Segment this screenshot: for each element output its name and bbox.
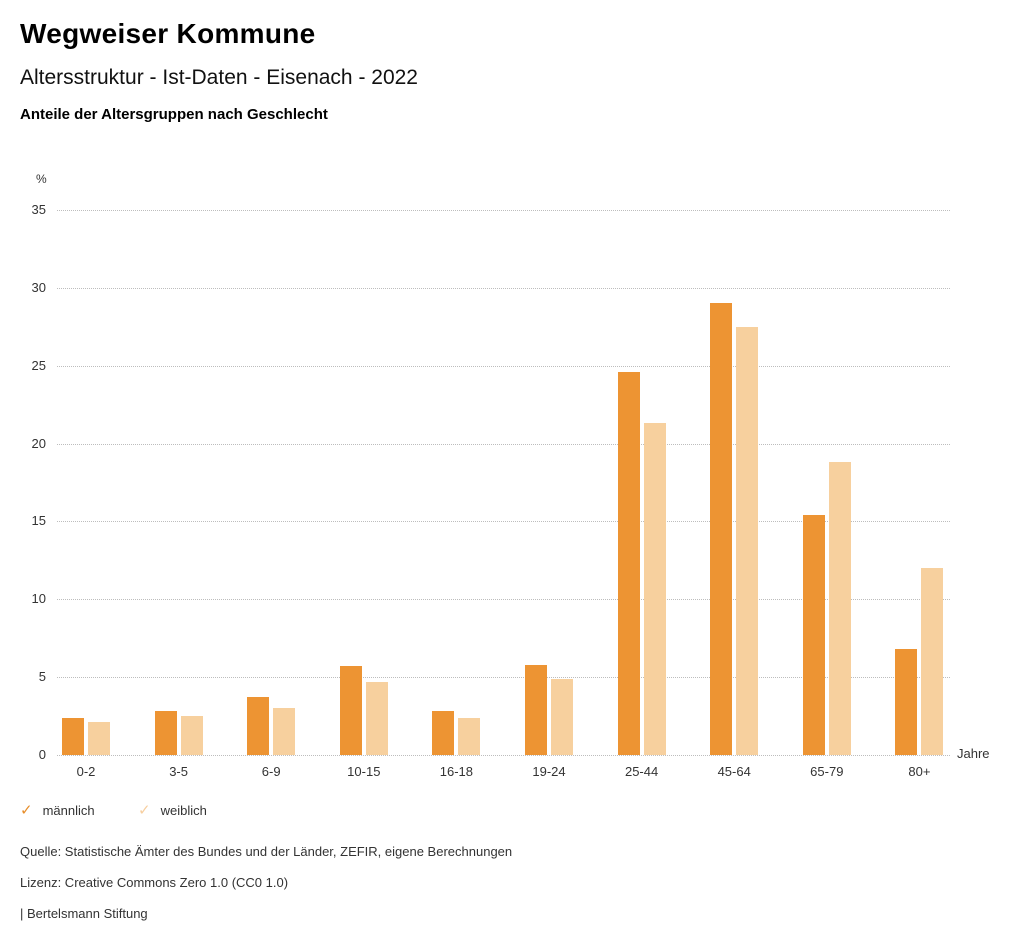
y-tick-label-10: 10 <box>31 591 46 607</box>
bar-maennlich-6-9[interactable] <box>247 697 270 755</box>
gridline-25 <box>57 365 950 367</box>
bar-maennlich-80-[interactable] <box>895 649 918 755</box>
bar-weiblich-6-9[interactable] <box>273 708 296 755</box>
gridline-5 <box>57 677 950 679</box>
bar-maennlich-45-64[interactable] <box>710 303 733 755</box>
y-tick-label-5: 5 <box>38 669 46 685</box>
x-tick-label-3-5: 3-5 <box>169 764 188 779</box>
legend-label-weiblich: weiblich <box>160 803 207 818</box>
y-tick-label-25: 25 <box>31 357 46 373</box>
y-tick-label-15: 15 <box>31 513 46 529</box>
app-title: Wegweiser Kommune <box>20 18 316 49</box>
footer-license: Lizenz: Creative Commons Zero 1.0 (CC0 1… <box>20 875 289 890</box>
bar-chart: % Jahre 0 5 10 15 20 25 30 35 0-2 3-5 6-9 10-15 16-1… <box>31 172 990 779</box>
bar-weiblich-16-18[interactable] <box>458 718 481 755</box>
legend-item-weiblich[interactable]: ✓ weiblich <box>138 803 207 818</box>
bar-maennlich-25-44[interactable] <box>617 372 640 755</box>
bar-weiblich-3-5[interactable] <box>180 716 203 755</box>
chart-title: Altersstruktur - Ist-Daten - Eisenach - … <box>20 66 418 89</box>
x-tick-label-25-44: 25-44 <box>624 764 659 779</box>
y-axis-unit-label: % <box>36 172 47 186</box>
bar-maennlich-3-5[interactable] <box>154 711 177 755</box>
check-icon: ✓ <box>138 802 151 819</box>
gridline-15 <box>57 521 950 523</box>
x-tick-label-19-24: 19-24 <box>532 764 566 779</box>
y-tick-label-30: 30 <box>31 279 46 295</box>
bar-weiblich-80-[interactable] <box>921 568 944 755</box>
y-tick-label-0: 0 <box>38 747 46 762</box>
bar-weiblich-65-79[interactable] <box>828 462 851 755</box>
bar-weiblich-45-64[interactable] <box>736 327 759 755</box>
x-tick-label-10-15: 10-15 <box>347 764 381 779</box>
gridline-10 <box>57 599 950 601</box>
x-tick-label-45-64: 45-64 <box>717 764 751 779</box>
footer-brand: | Bertelsmann Stiftung <box>20 906 148 921</box>
x-axis-unit-label: Jahre <box>957 746 990 761</box>
legend-item-maennlich[interactable]: ✓ männlich <box>20 803 95 818</box>
bar-maennlich-16-18[interactable] <box>432 711 455 755</box>
gridline-35 <box>57 210 950 211</box>
y-tick-label-20: 20 <box>31 435 46 451</box>
bar-maennlich-19-24[interactable] <box>525 665 547 755</box>
bar-weiblich-10-15[interactable] <box>365 682 388 755</box>
gridline-30 <box>57 287 950 289</box>
gridline-20 <box>57 443 950 445</box>
x-tick-label-6-9: 6-9 <box>261 764 281 779</box>
footer-source: Quelle: Statistische Ämter des Bundes un… <box>20 844 513 859</box>
bar-weiblich-0-2[interactable] <box>88 722 110 755</box>
bar-maennlich-10-15[interactable] <box>339 666 362 755</box>
x-tick-label-16-18: 16-18 <box>439 764 474 779</box>
bar-weiblich-19-24[interactable] <box>551 679 573 755</box>
gridline-0 <box>57 755 950 756</box>
check-icon: ✓ <box>20 802 33 819</box>
bar-maennlich-0-2[interactable] <box>62 718 84 755</box>
bar-maennlich-65-79[interactable] <box>802 515 825 755</box>
legend-label-maennlich: männlich <box>42 803 95 818</box>
chart-measure-label: Anteile der Altersgruppen nach Geschlech… <box>20 106 328 123</box>
bar-weiblich-25-44[interactable] <box>643 423 666 755</box>
x-tick-label-65-79: 65-79 <box>810 764 844 779</box>
x-tick-label-0-2: 0-2 <box>76 764 96 779</box>
x-tick-label-80-: 80+ <box>908 764 931 779</box>
y-tick-label-35: 35 <box>31 202 46 217</box>
